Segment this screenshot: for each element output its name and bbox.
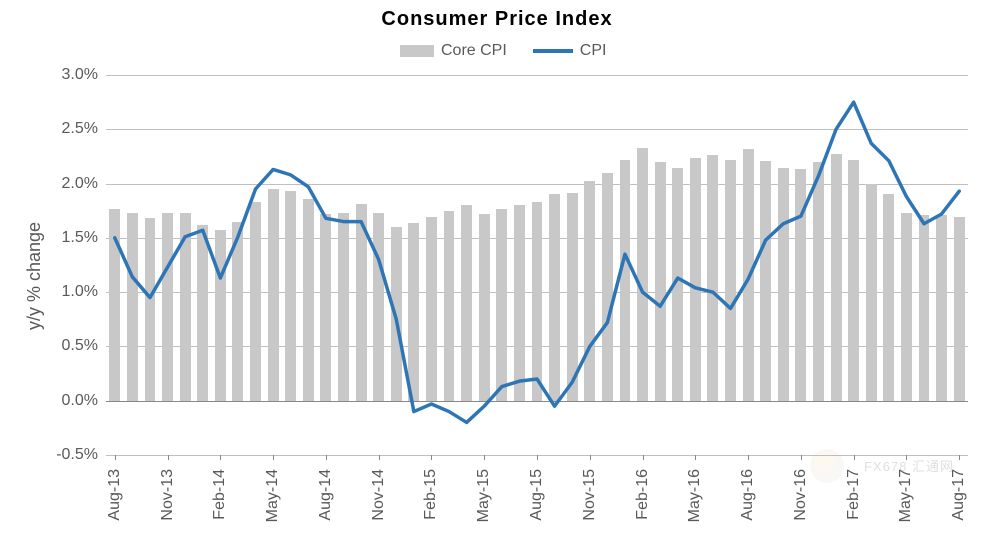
line-layer xyxy=(106,75,968,455)
x-tick-label: Feb-15 xyxy=(422,463,440,520)
x-tick-mark xyxy=(431,455,432,460)
x-tick-mark xyxy=(801,455,802,460)
y-axis-label: y/y % change xyxy=(24,222,45,330)
x-tick-mark xyxy=(379,455,380,460)
x-tick-mark xyxy=(748,455,749,460)
x-tick-mark xyxy=(326,455,327,460)
legend-label-cpi: CPI xyxy=(580,42,607,60)
x-tick-label: Nov-15 xyxy=(581,463,599,521)
x-tick-mark xyxy=(590,455,591,460)
x-tick-mark xyxy=(537,455,538,460)
y-tick-label: 3.0% xyxy=(62,66,106,84)
chart-title: Consumer Price Index xyxy=(0,8,994,31)
cpi-line xyxy=(115,102,959,422)
x-tick-label: Aug-14 xyxy=(317,463,335,521)
y-tick-label: 1.5% xyxy=(62,229,106,247)
x-tick-mark xyxy=(273,455,274,460)
y-tick-label: 2.0% xyxy=(62,175,106,193)
y-tick-label: 2.5% xyxy=(62,120,106,138)
y-tick-label: 0.0% xyxy=(62,392,106,410)
x-tick-mark xyxy=(854,455,855,460)
y-tick-label: -0.5% xyxy=(56,446,106,464)
chart-legend: Core CPI CPI xyxy=(400,42,606,60)
y-tick-label: 0.5% xyxy=(62,337,106,355)
x-tick-label: Feb-17 xyxy=(845,463,863,520)
x-tick-label: Aug-13 xyxy=(106,463,124,521)
x-tick-mark xyxy=(168,455,169,460)
x-tick-mark xyxy=(115,455,116,460)
x-tick-label: Feb-14 xyxy=(211,463,229,520)
plot-area: -0.5%0.0%0.5%1.0%1.5%2.0%2.5%3.0%Aug-13N… xyxy=(106,75,968,455)
x-tick-mark xyxy=(643,455,644,460)
x-tick-mark xyxy=(695,455,696,460)
legend-item-core-cpi: Core CPI xyxy=(400,42,507,60)
x-tick-label: May-16 xyxy=(686,463,704,522)
x-tick-label: Feb-16 xyxy=(634,463,652,520)
x-tick-mark xyxy=(484,455,485,460)
watermark-logo xyxy=(810,449,844,483)
x-tick-mark xyxy=(959,455,960,460)
y-tick-label: 1.0% xyxy=(62,283,106,301)
x-tick-label: May-14 xyxy=(264,463,282,522)
x-tick-label: Aug-16 xyxy=(739,463,757,521)
x-tick-label: Nov-13 xyxy=(159,463,177,521)
x-tick-label: Nov-16 xyxy=(792,463,810,521)
x-tick-label: Aug-15 xyxy=(528,463,546,521)
legend-item-cpi: CPI xyxy=(533,42,607,60)
x-tick-label: Nov-14 xyxy=(370,463,388,521)
legend-swatch-bar xyxy=(400,45,434,57)
x-tick-label: May-15 xyxy=(475,463,493,522)
x-tick-mark xyxy=(220,455,221,460)
watermark-text: FX678 汇通网 xyxy=(864,456,954,475)
legend-swatch-line xyxy=(533,49,573,53)
legend-label-core-cpi: Core CPI xyxy=(441,42,507,60)
chart-container: Consumer Price Index Core CPI CPI y/y % … xyxy=(0,0,994,553)
